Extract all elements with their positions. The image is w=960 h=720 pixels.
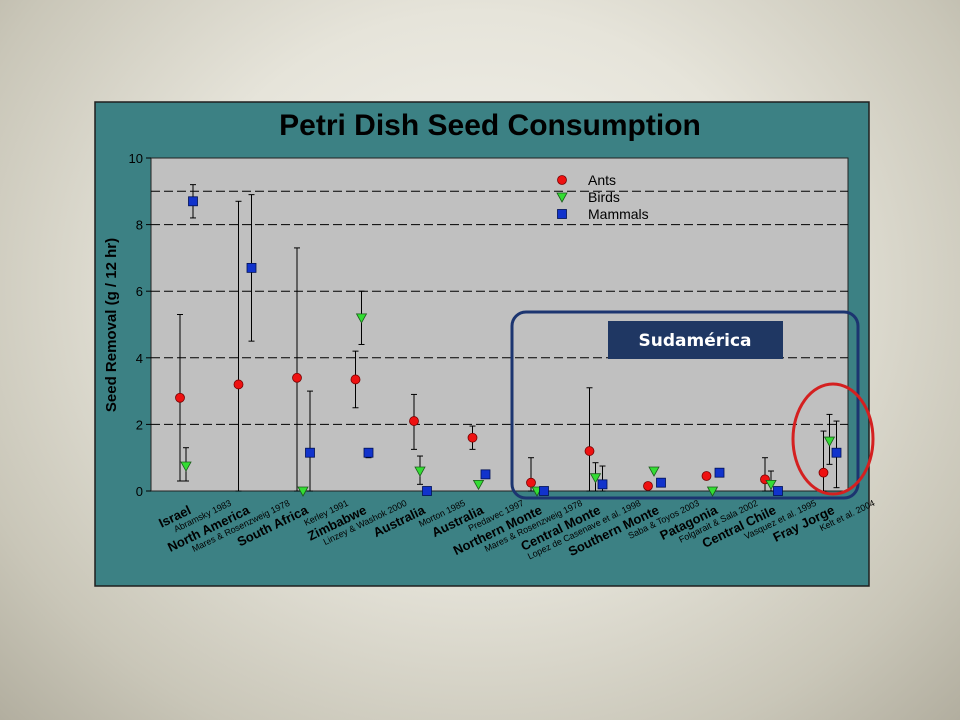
legend-birds-icon <box>556 192 568 203</box>
birds-marker <box>414 466 426 477</box>
y-tick-label: 10 <box>129 151 143 166</box>
data-markers <box>175 196 842 497</box>
chart-title: Petri Dish Seed Consumption <box>279 109 701 142</box>
birds-marker <box>823 436 836 447</box>
error-bars <box>177 184 840 492</box>
mammals-marker <box>539 486 549 496</box>
ants-marker <box>818 467 829 478</box>
ants-marker <box>233 379 244 390</box>
mammals-marker <box>363 447 374 458</box>
sudamerica-badge-label: Sudamérica <box>639 331 752 351</box>
legend-label: Mammals <box>588 206 649 222</box>
mammals-marker <box>422 486 432 496</box>
mammals-marker <box>714 467 725 478</box>
birds-marker <box>180 461 192 472</box>
fray-jorge-highlight-ellipse <box>791 382 875 496</box>
birds-marker <box>589 473 602 484</box>
ants-marker <box>467 432 478 443</box>
mammals-marker <box>188 196 198 207</box>
legend-ants-icon <box>557 175 567 185</box>
ants-marker <box>175 392 185 403</box>
mammals-marker <box>656 477 666 488</box>
mammals-marker <box>246 262 257 273</box>
y-tick-label: 2 <box>136 417 143 432</box>
mammals-marker <box>597 479 608 490</box>
ants-marker <box>584 446 595 456</box>
birds-marker <box>706 486 719 497</box>
sudamerica-badge: Sudamérica <box>608 321 783 359</box>
birds-marker <box>355 313 368 324</box>
y-axis-label: Seed Removal (g / 12 hr) <box>103 238 120 412</box>
mammals-marker <box>480 469 491 480</box>
ants-marker <box>350 374 361 385</box>
y-tick-label: 4 <box>136 351 143 366</box>
birds-marker <box>297 486 309 497</box>
birds-marker <box>472 479 485 491</box>
ants-marker <box>701 471 712 481</box>
y-axis: 0 2 4 6 8 10 <box>129 151 151 499</box>
mammals-marker <box>831 447 842 458</box>
sudamerica-badge-bg <box>608 321 783 359</box>
sudamerica-highlight-box <box>510 310 860 500</box>
ants-marker <box>409 416 419 426</box>
mammals-marker <box>773 486 783 496</box>
mammals-marker <box>305 447 315 458</box>
y-tick-label: 6 <box>136 284 143 299</box>
birds-marker <box>648 466 660 477</box>
y-tick-label: 0 <box>136 484 143 499</box>
legend-mammals-icon <box>557 209 567 219</box>
birds-marker <box>765 479 777 491</box>
ants-marker <box>292 372 302 383</box>
legend-label: Ants <box>588 172 616 188</box>
y-tick-label: 8 <box>136 218 143 233</box>
legend-label: Birds <box>588 189 620 205</box>
ants-marker <box>643 481 653 491</box>
ants-marker <box>526 477 536 488</box>
